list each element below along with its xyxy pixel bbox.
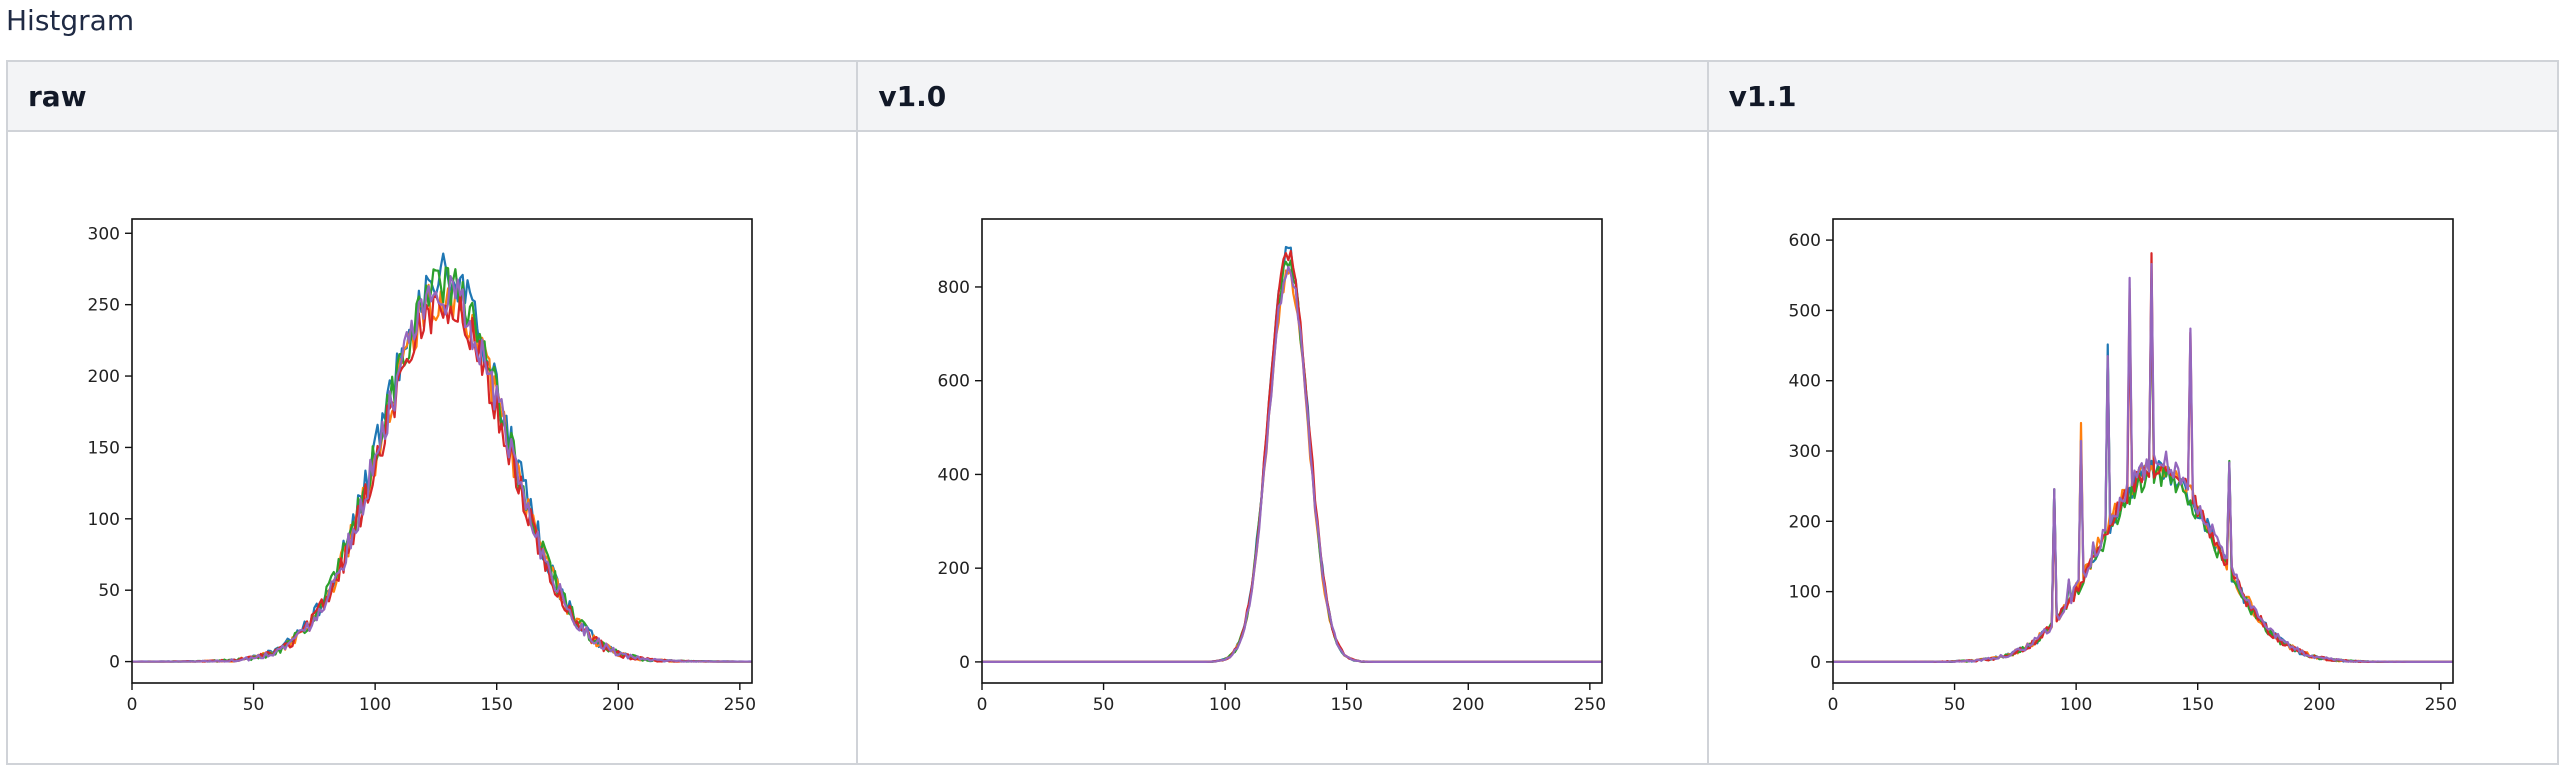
series-group (1832, 252, 2453, 664)
x-tick-label: 150 (2181, 695, 2213, 715)
x-tick-label: 100 (1209, 695, 1241, 715)
y-tick-label: 0 (1810, 653, 1821, 673)
x-tick-label: 250 (1574, 695, 1606, 715)
series-line-5 (982, 265, 1603, 664)
series-line-5 (1832, 262, 2453, 664)
x-tick-label: 250 (2424, 695, 2456, 715)
series-line-3 (982, 259, 1603, 664)
y-tick-label: 150 (88, 438, 120, 458)
series-line-2 (132, 283, 752, 663)
column-header-raw: raw (5, 60, 859, 132)
x-tick-label: 0 (127, 695, 138, 715)
chart-cell-v1-1: 0 50 100 150 200 250 0 100 200 300 400 500 600 (1706, 130, 2560, 765)
series-line-1 (982, 245, 1603, 664)
x-tick-label: 250 (724, 695, 756, 715)
y-tick-label: 300 (1788, 442, 1820, 462)
x-tick-label: 150 (480, 695, 512, 715)
y-tick-label: 600 (1788, 231, 1820, 251)
y-tick-label: 600 (938, 372, 970, 392)
histogram-table: raw v1.0 v1.1 0 50 100 150 200 250 0 50 100 150 20… (5, 60, 2560, 765)
series-group (132, 252, 752, 663)
y-tick-label: 200 (88, 367, 120, 387)
series-line-4 (1832, 252, 2453, 664)
y-tick-label: 250 (88, 296, 120, 316)
chart-cell-raw: 0 50 100 150 200 250 0 50 100 150 200 250 300 (5, 130, 859, 765)
y-tick-label: 400 (938, 465, 970, 485)
x-tick-label: 150 (1331, 695, 1363, 715)
series-line-5 (132, 275, 752, 663)
y-tick-label: 0 (960, 653, 971, 673)
x-tick-label: 0 (977, 695, 988, 715)
y-tick-label: 800 (938, 278, 970, 298)
y-tick-label: 100 (1788, 583, 1820, 603)
table-row: 0 50 100 150 200 250 0 50 100 150 200 250 300 0 50 100… (5, 130, 2560, 765)
series-line-2 (982, 269, 1603, 664)
y-tick-label: 0 (109, 653, 120, 673)
y-tick-label: 200 (938, 559, 970, 579)
plot-frame (981, 218, 1604, 684)
y-tick-label: 300 (88, 224, 120, 244)
x-tick-label: 50 (1093, 695, 1115, 715)
x-tick-label: 50 (243, 695, 265, 715)
histogram-chart-v1-1: 0 50 100 150 200 250 0 100 200 300 400 500 600 (1788, 218, 2457, 715)
chart-cell-v1-0: 0 50 100 150 200 250 0 200 400 600 800 (856, 130, 1709, 765)
column-header-v1-0: v1.0 (856, 60, 1709, 132)
y-tick-label: 200 (1788, 512, 1820, 532)
series-line-4 (982, 249, 1603, 664)
x-tick-label: 100 (359, 695, 391, 715)
histogram-chart-v1-0: 0 50 100 150 200 250 0 200 400 600 800 (938, 218, 1606, 715)
table-header-row: raw v1.0 v1.1 (5, 60, 2560, 132)
x-tick-label: 0 (1827, 695, 1838, 715)
histogram-chart-raw: 0 50 100 150 200 250 0 50 100 150 200 250 300 (88, 218, 756, 715)
page-title: Histgram (6, 4, 135, 37)
x-tick-label: 200 (2303, 695, 2335, 715)
y-tick-label: 50 (98, 581, 120, 601)
x-tick-label: 200 (1452, 695, 1484, 715)
y-tick-label: 100 (88, 510, 120, 530)
x-tick-label: 50 (1943, 695, 1965, 715)
y-tick-label: 400 (1788, 372, 1820, 392)
plot-frame (131, 218, 753, 684)
x-tick-label: 100 (2060, 695, 2092, 715)
y-tick-label: 500 (1788, 301, 1820, 321)
plot-frame (1831, 218, 2454, 684)
series-line-1 (1832, 343, 2453, 664)
series-line-3 (132, 266, 752, 663)
column-header-v1-1: v1.1 (1706, 60, 2560, 132)
x-tick-label: 200 (602, 695, 634, 715)
series-line-4 (132, 293, 752, 663)
series-group (982, 245, 1603, 664)
